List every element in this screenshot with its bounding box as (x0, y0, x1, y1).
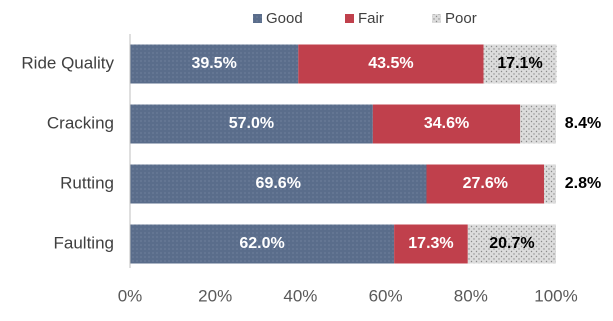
legend-swatch (432, 14, 441, 23)
x-tick-label: 100% (534, 286, 577, 305)
bar-segment (520, 104, 556, 144)
bar-segment (130, 224, 395, 264)
bar-segment (130, 164, 427, 204)
legend-label: Good (266, 10, 303, 27)
bar-segment (298, 44, 484, 84)
category-label: Rutting (60, 173, 114, 192)
data-label: 34.6% (424, 115, 469, 132)
bar-segment (483, 44, 557, 84)
bar-segment (426, 164, 545, 204)
x-tick-label: 60% (369, 286, 403, 305)
bar-segment (130, 104, 373, 144)
bar-segment (394, 224, 468, 264)
legend-label: Fair (358, 10, 384, 27)
data-label: 17.3% (408, 235, 453, 252)
data-label: 39.5% (191, 55, 236, 72)
bar-segment (130, 44, 299, 84)
data-label: 8.4% (565, 115, 601, 132)
data-label: 17.1% (497, 55, 542, 72)
legend-swatch (345, 14, 354, 23)
legend-label: Poor (445, 10, 477, 27)
data-label: 43.5% (368, 55, 413, 72)
x-tick-label: 80% (454, 286, 488, 305)
data-label: 62.0% (239, 235, 284, 252)
category-label: Cracking (47, 113, 114, 132)
x-tick-label: 20% (198, 286, 232, 305)
category-label: Ride Quality (21, 53, 114, 72)
data-label: 20.7% (489, 235, 534, 252)
legend-swatch (253, 14, 262, 23)
data-label: 57.0% (229, 115, 274, 132)
data-label: 27.6% (463, 175, 508, 192)
data-label: 2.8% (565, 175, 601, 192)
bar-segment (372, 104, 521, 144)
category-label: Faulting (54, 233, 114, 252)
x-tick-label: 40% (283, 286, 317, 305)
bar-segment (467, 224, 556, 264)
bar-segment (544, 164, 556, 204)
data-label: 69.6% (256, 175, 301, 192)
x-tick-label: 0% (118, 286, 143, 305)
